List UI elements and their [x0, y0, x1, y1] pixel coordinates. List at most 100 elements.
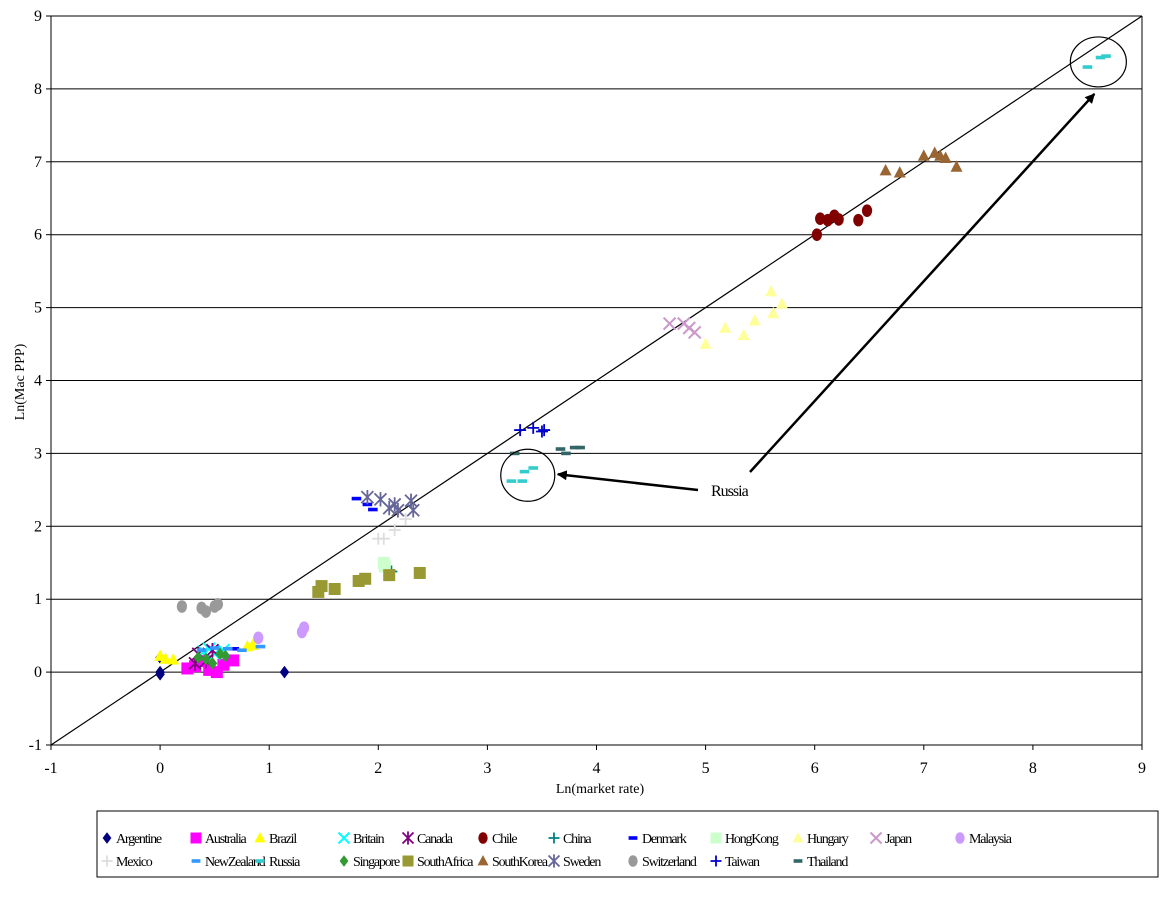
- x-tick-label: 9: [1138, 760, 1146, 777]
- series-russia: [506, 54, 1111, 483]
- data-point: [362, 502, 373, 507]
- y-tick-label: 7: [34, 154, 42, 171]
- data-point: [561, 451, 571, 456]
- x-tick-label: 6: [811, 760, 819, 777]
- series-newzealand: [196, 644, 266, 653]
- legend-marker: [955, 832, 965, 844]
- data-point: [227, 654, 240, 667]
- data-point: [359, 572, 372, 585]
- y-tick-label: 2: [34, 518, 42, 535]
- legend-label: Thailand: [807, 855, 848, 870]
- legend-item: Thailand: [793, 855, 850, 870]
- x-tick-label: 3: [483, 760, 491, 777]
- legend-item: SouthAfrica: [402, 855, 475, 870]
- series-hungary: [699, 284, 788, 349]
- data-point: [528, 466, 539, 470]
- legend-marker: [869, 831, 883, 845]
- legend-label: Taiwan: [725, 855, 760, 870]
- data-point: [200, 605, 212, 618]
- data-point: [509, 451, 520, 456]
- data-point: [212, 598, 224, 611]
- legend-label: Britain: [353, 832, 385, 847]
- data-point: [748, 314, 761, 326]
- y-tick-label: 1: [34, 591, 42, 608]
- data-point: [193, 651, 204, 664]
- legend-item: Russia: [255, 855, 302, 870]
- legend-marker: [190, 832, 202, 844]
- x-tick-label: 7: [920, 760, 928, 777]
- legend-item: Australia: [190, 832, 249, 847]
- data-point: [201, 652, 211, 666]
- data-point: [167, 653, 180, 665]
- legend-item: Argentine: [102, 832, 163, 847]
- legend-marker: [628, 836, 638, 840]
- series-thailand: [509, 445, 585, 456]
- legend-marker: [402, 855, 414, 867]
- legend-item: SouthKorea: [477, 854, 550, 870]
- data-point: [1101, 54, 1111, 58]
- data-point: [535, 425, 548, 438]
- legend-item: Singapore: [339, 855, 401, 870]
- data-point: [514, 424, 527, 437]
- legend-marker: [628, 855, 638, 867]
- data-point: [299, 621, 310, 634]
- data-point: [569, 445, 580, 450]
- legend-marker: [339, 855, 349, 867]
- data-point: [328, 582, 341, 595]
- series-southkorea: [879, 146, 963, 178]
- legend-marker: [477, 854, 489, 866]
- legend-box: [96, 810, 1159, 878]
- legend-label: Malaysia: [969, 832, 1013, 847]
- data-point: [255, 644, 266, 649]
- legend-label: Japan: [885, 832, 912, 847]
- reference-line: [50, 15, 1143, 746]
- data-point: [159, 652, 172, 664]
- x-tick-label: 2: [374, 760, 382, 777]
- y-tick-label: 0: [34, 664, 42, 681]
- data-point: [351, 496, 362, 501]
- data-point: [413, 566, 426, 579]
- legend-label: Switzerland: [642, 855, 697, 870]
- data-point: [767, 306, 780, 319]
- legend-item: Taiwan: [710, 855, 761, 870]
- data-point: [719, 321, 732, 333]
- series-japan: [662, 316, 702, 340]
- legend-marker: [478, 832, 488, 844]
- y-axis-title: Ln(Mac PPP): [13, 343, 28, 420]
- data-point: [575, 445, 585, 450]
- x-tick-label: 4: [593, 760, 601, 777]
- legend-label: China: [563, 832, 592, 847]
- data-point: [893, 166, 906, 178]
- data-point: [861, 204, 873, 217]
- legend-item: Mexico: [101, 855, 154, 870]
- y-tick-label: 4: [34, 373, 42, 390]
- reference-line-45deg: [50, 15, 1143, 746]
- y-tick-label: 8: [34, 81, 42, 98]
- data-point: [315, 580, 328, 593]
- series-chile: [811, 204, 873, 241]
- series-mexico: [372, 513, 412, 545]
- data-point: [506, 479, 517, 483]
- data-point: [360, 489, 375, 505]
- legend-label: Hungary: [807, 832, 849, 847]
- legend-marker: [101, 855, 113, 867]
- legend-label: Australia: [205, 832, 248, 847]
- data-point: [811, 228, 822, 241]
- annotation-circle: [500, 448, 556, 502]
- data-point: [833, 213, 844, 226]
- data-point: [555, 447, 566, 451]
- data-point: [220, 649, 231, 663]
- legend-marker: [102, 832, 112, 844]
- data-point: [207, 656, 218, 670]
- data-point: [699, 337, 712, 349]
- annotation-label: Russia: [711, 483, 749, 500]
- series-taiwan: [514, 421, 551, 438]
- x-tick-label: 8: [1029, 760, 1037, 777]
- data-point: [399, 513, 412, 526]
- data-point: [687, 325, 702, 340]
- data-marks: [154, 54, 1111, 681]
- data-point: [217, 658, 230, 671]
- data-point: [176, 600, 188, 613]
- legend-label: Denmark: [642, 832, 687, 847]
